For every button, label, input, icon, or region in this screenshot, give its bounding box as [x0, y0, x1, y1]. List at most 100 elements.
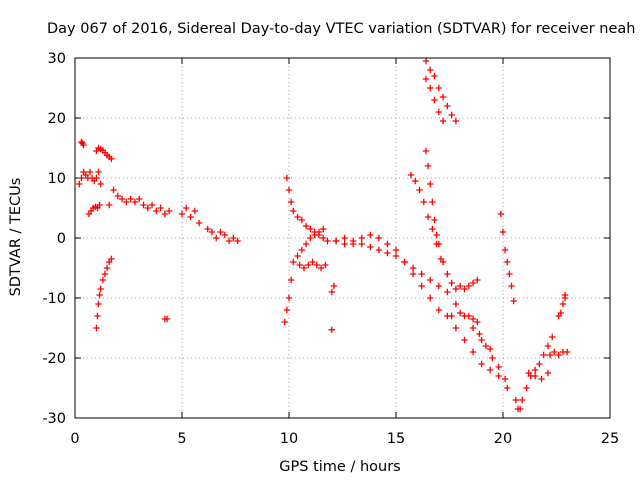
- data-point: [285, 186, 293, 194]
- data-point: [544, 369, 552, 377]
- y-tick-label: 20: [48, 111, 66, 127]
- data-point: [431, 216, 438, 224]
- data-point: [315, 231, 323, 239]
- data-point: [435, 240, 442, 248]
- data-point: [474, 276, 481, 284]
- data-point: [424, 162, 432, 170]
- data-point: [375, 234, 383, 242]
- data-point: [448, 111, 455, 119]
- data-point: [557, 309, 564, 317]
- data-point: [97, 180, 104, 188]
- data-point: [561, 291, 569, 299]
- data-point: [140, 201, 147, 209]
- data-point: [99, 276, 107, 284]
- data-point: [422, 75, 430, 83]
- data-point: [564, 348, 571, 356]
- data-point: [495, 363, 502, 371]
- data-point: [358, 240, 365, 248]
- data-point: [469, 324, 477, 332]
- data-point: [444, 102, 451, 110]
- x-tick-label: 5: [177, 431, 186, 447]
- data-point: [439, 117, 447, 125]
- data-points: [76, 57, 571, 413]
- data-point: [461, 336, 468, 344]
- data-point: [108, 155, 115, 162]
- data-point: [435, 306, 442, 314]
- data-point: [97, 285, 104, 293]
- data-point: [96, 291, 103, 299]
- data-point: [427, 276, 434, 284]
- data-point: [549, 333, 556, 341]
- data-point: [478, 336, 485, 344]
- data-point: [489, 354, 496, 362]
- data-point: [478, 360, 485, 368]
- data-point: [341, 240, 348, 248]
- data-point: [448, 312, 455, 320]
- data-point: [452, 285, 460, 293]
- data-point: [208, 228, 216, 236]
- data-point: [307, 234, 314, 242]
- data-point: [514, 405, 522, 413]
- data-point: [330, 282, 338, 290]
- series-arc-l: [296, 258, 329, 272]
- data-point: [523, 384, 530, 392]
- y-tick-label: 10: [48, 171, 66, 187]
- data-point: [531, 366, 539, 374]
- data-point: [412, 177, 419, 185]
- data-point: [328, 326, 335, 333]
- data-point: [499, 228, 507, 236]
- chart-title: Day 067 of 2016, Sidereal Day-to-day VTE…: [47, 21, 635, 37]
- data-point: [157, 204, 164, 212]
- data-point: [106, 201, 113, 209]
- data-point: [495, 372, 502, 380]
- series-arc-y: [497, 210, 517, 305]
- data-point: [298, 216, 306, 224]
- data-point: [392, 252, 400, 260]
- data-point: [555, 351, 562, 359]
- data-point: [225, 237, 233, 245]
- data-point: [300, 264, 308, 272]
- data-point: [298, 246, 306, 254]
- data-point: [287, 198, 295, 206]
- series-arc-h: [178, 204, 203, 227]
- data-point: [165, 207, 173, 215]
- plot-frame: [74, 57, 611, 419]
- series-arc-c: [85, 201, 103, 218]
- data-point: [350, 237, 357, 245]
- series-arc-n: [328, 326, 335, 333]
- series-arc-m: [328, 282, 338, 296]
- series-arc-u: [439, 258, 464, 293]
- data-point: [435, 282, 442, 290]
- series-arc-r: [422, 147, 442, 248]
- data-point: [320, 234, 327, 242]
- series-arc-x: [469, 315, 509, 383]
- data-point: [409, 264, 417, 272]
- data-point: [409, 270, 417, 278]
- data-point: [501, 375, 509, 383]
- data-point: [469, 279, 477, 287]
- data-point: [512, 396, 520, 404]
- data-point: [283, 174, 291, 182]
- data-point: [465, 282, 472, 290]
- data-point: [431, 96, 438, 104]
- y-tick-label: -20: [42, 351, 66, 367]
- data-point: [531, 372, 539, 380]
- data-point: [429, 225, 436, 233]
- y-tick-label: 30: [48, 51, 66, 67]
- data-point: [424, 213, 432, 221]
- data-point: [504, 258, 511, 266]
- series-arc-w: [448, 309, 481, 326]
- data-point: [435, 108, 442, 116]
- series-arc-aa: [525, 369, 552, 383]
- data-point: [108, 255, 115, 263]
- data-point: [457, 282, 464, 290]
- data-point: [221, 231, 228, 239]
- data-point: [281, 318, 288, 326]
- data-point: [431, 72, 438, 80]
- data-point: [78, 174, 85, 182]
- data-point: [144, 204, 151, 212]
- data-point: [435, 84, 442, 92]
- data-point: [76, 180, 83, 188]
- data-point: [93, 174, 100, 182]
